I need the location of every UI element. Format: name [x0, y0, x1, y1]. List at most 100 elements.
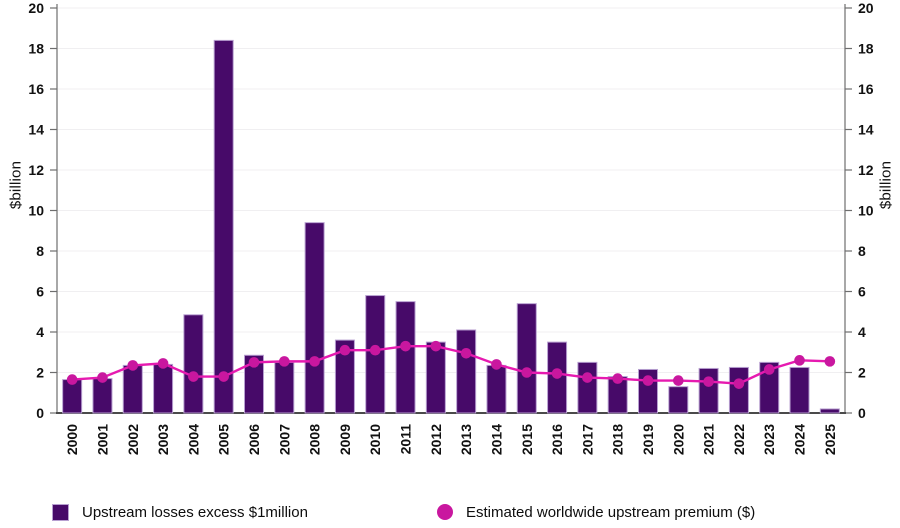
loss-bar-2024: [789, 366, 810, 414]
left-tick-label: 18: [28, 41, 44, 57]
left-axis-title: $billion: [8, 161, 25, 209]
loss-bar-2009: [334, 339, 355, 414]
year-label: 2008: [307, 424, 323, 455]
left-tick-label: 12: [28, 162, 44, 178]
right-tick-label: 14: [858, 122, 874, 138]
premium-point-2005: [218, 371, 229, 382]
premium-point-2013: [460, 347, 472, 359]
premium-point-2010: [369, 344, 381, 356]
loss-bar-2017: [577, 361, 598, 414]
year-label: 2020: [670, 424, 686, 455]
loss-bar-2008: [304, 222, 325, 414]
left-tick-label: 20: [28, 0, 44, 16]
premium-point-2006: [248, 357, 260, 368]
year-label: 2000: [64, 424, 80, 455]
year-label: 2003: [155, 424, 171, 455]
premium-point-2011: [400, 340, 411, 352]
left-tick-label: 16: [28, 81, 44, 97]
premium-point-2019: [642, 375, 654, 386]
premium-point-2017: [582, 372, 593, 383]
loss-bar-2015: [516, 303, 537, 414]
loss-bar-2002: [122, 364, 143, 414]
year-label: 2022: [731, 424, 747, 455]
year-label: 2001: [94, 424, 110, 455]
left-tick-label: 2: [36, 365, 44, 381]
premium-point-2000: [66, 374, 78, 385]
premium-point-2004: [188, 371, 199, 382]
premium-point-2009: [339, 344, 351, 356]
left-tick-label: 10: [28, 203, 44, 219]
premium-point-2024: [794, 355, 805, 366]
premium-swatch-icon: [437, 504, 453, 520]
right-tick-label: 6: [858, 284, 866, 300]
premium-point-2023: [763, 364, 775, 375]
year-label: 2015: [519, 424, 535, 455]
loss-bar-2013: [456, 329, 477, 414]
left-tick-label: 4: [36, 324, 44, 340]
legend-label-losses: Upstream losses excess $1million: [82, 503, 308, 521]
year-label: 2024: [792, 424, 808, 455]
left-tick-label: 8: [36, 243, 44, 259]
loss-bar-2025: [819, 408, 840, 414]
right-tick-label: 16: [858, 81, 874, 97]
year-label: 2023: [761, 424, 777, 455]
year-label: 2010: [367, 424, 383, 455]
year-label: 2012: [428, 424, 444, 455]
loss-bar-2005: [213, 39, 234, 414]
legend-item-premium: Estimated worldwide upstream premium ($): [437, 499, 755, 525]
premium-point-2021: [703, 376, 714, 387]
year-label: 2018: [610, 424, 626, 455]
loss-bar-2014: [486, 364, 507, 414]
loss-bar-2007: [274, 361, 295, 414]
premium-point-2002: [127, 360, 139, 371]
right-tick-label: 0: [858, 405, 866, 421]
premium-point-2016: [551, 368, 563, 379]
loss-bar-2001: [92, 378, 113, 414]
year-label: 2002: [125, 424, 141, 455]
year-label: 2007: [276, 424, 292, 455]
year-label: 2025: [822, 424, 838, 455]
year-label: 2011: [398, 424, 414, 455]
premium-point-2025: [824, 356, 836, 367]
left-tick-label: 0: [36, 405, 44, 421]
premium-point-2007: [279, 356, 290, 367]
premium-point-2014: [491, 359, 502, 370]
right-tick-label: 2: [858, 365, 866, 381]
loss-bar-2023: [759, 361, 780, 414]
left-tick-label: 6: [36, 284, 44, 300]
right-axis-title: $billion: [878, 161, 895, 209]
year-label: 2006: [246, 424, 262, 455]
premium-point-2001: [97, 372, 108, 383]
right-tick-label: 4: [858, 324, 866, 340]
premium-point-2018: [612, 373, 623, 384]
year-label: 2017: [579, 424, 595, 455]
right-tick-label: 18: [858, 41, 874, 57]
right-tick-label: 10: [858, 203, 874, 219]
premium-point-2008: [309, 356, 320, 367]
year-label: 2019: [640, 424, 656, 455]
year-label: 2014: [488, 424, 504, 455]
year-label: 2004: [185, 424, 201, 455]
left-tick-label: 14: [28, 122, 44, 138]
loss-bar-2022: [728, 366, 749, 414]
premium-point-2015: [521, 367, 533, 378]
loss-bar-2006: [244, 354, 264, 414]
losses-swatch-icon: [52, 503, 69, 521]
loss-bar-2021: [698, 367, 719, 414]
loss-bar-2020: [668, 386, 689, 414]
premium-point-2012: [430, 340, 442, 352]
loss-bar-2003: [153, 363, 174, 414]
legend: Upstream losses excess $1million Estimat…: [0, 499, 900, 525]
premium-point-2020: [673, 375, 684, 386]
legend-label-premium: Estimated worldwide upstream premium ($): [466, 503, 756, 521]
right-tick-label: 20: [858, 0, 874, 16]
right-tick-label: 12: [858, 162, 874, 178]
year-label: 2005: [216, 424, 232, 455]
right-tick-label: 8: [858, 243, 866, 259]
year-label: 2021: [701, 424, 717, 455]
loss-bar-2012: [425, 341, 446, 414]
year-label: 2009: [337, 424, 353, 455]
legend-item-losses: Upstream losses excess $1million: [52, 499, 308, 525]
